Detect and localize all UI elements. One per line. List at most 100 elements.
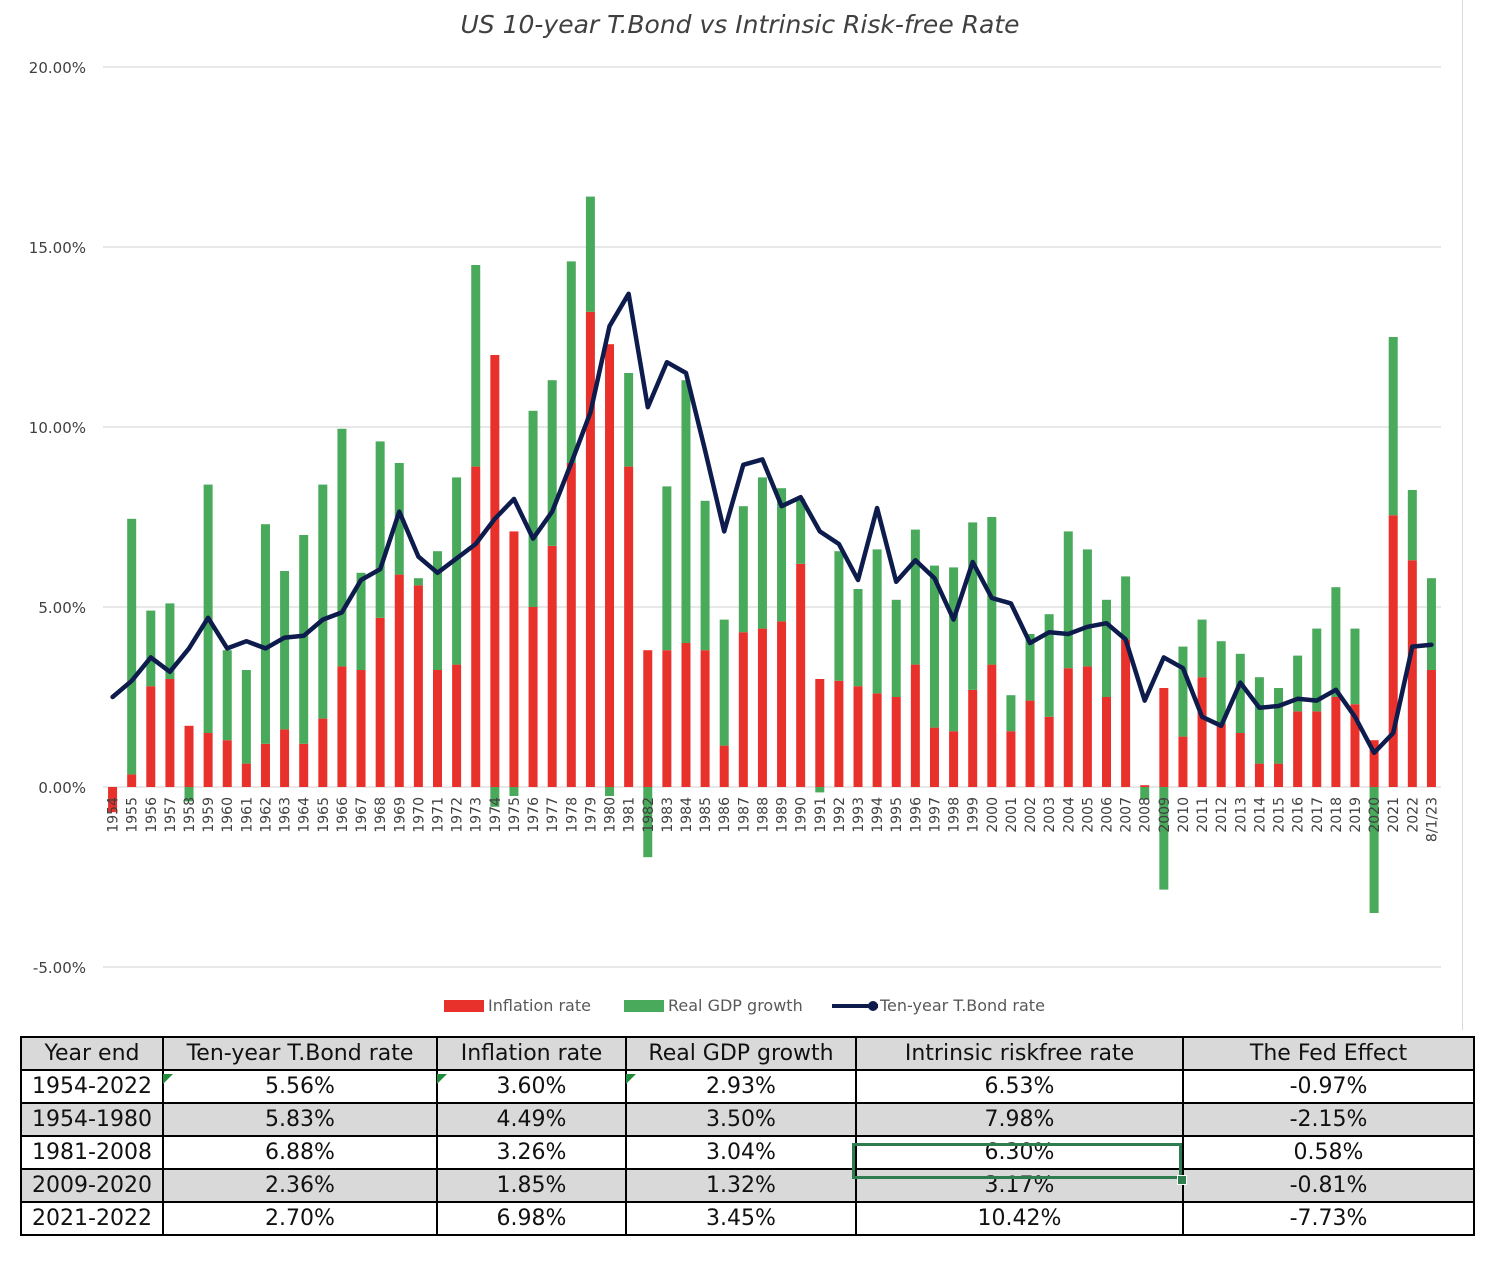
- x-tick-label: 1970: [411, 797, 427, 833]
- comment-marker-icon: [437, 1074, 447, 1084]
- table-row: 2009-2020 2.36% 1.85% 1.32% 3.17% -0.81%: [20, 1168, 1475, 1203]
- x-tick-label: 2008: [1138, 797, 1154, 833]
- bar-inflation: [471, 466, 481, 787]
- bar-inflation: [337, 666, 347, 787]
- table-cell[interactable]: 1.85%: [436, 1168, 627, 1203]
- table-cell[interactable]: 5.56%: [162, 1069, 438, 1104]
- x-tick-label: 1984: [679, 797, 695, 833]
- table-cell[interactable]: 3.04%: [625, 1135, 857, 1170]
- bar-gdp: [1369, 787, 1379, 913]
- bar-inflation: [1044, 716, 1054, 787]
- header-year-end[interactable]: Year end: [20, 1036, 164, 1071]
- x-tick-label: 1958: [182, 797, 198, 833]
- table-cell[interactable]: 5.83%: [162, 1102, 438, 1137]
- table-cell[interactable]: 0.58%: [1182, 1135, 1475, 1170]
- x-tick-label: 1974: [488, 797, 504, 833]
- table-cell[interactable]: 1954-2022: [20, 1069, 164, 1104]
- table-cell[interactable]: 3.50%: [625, 1102, 857, 1137]
- table-cell[interactable]: 6.98%: [436, 1201, 627, 1236]
- x-tick-label: 1971: [431, 797, 447, 833]
- x-tick-label: 1954: [106, 797, 122, 833]
- x-tick-label: 1979: [583, 797, 599, 833]
- x-tick-label: 1986: [717, 797, 733, 833]
- table-cell[interactable]: 1.32%: [625, 1168, 857, 1203]
- table-cell[interactable]: 3.17%: [855, 1168, 1184, 1203]
- bar-gdp: [1140, 787, 1150, 800]
- x-tick-label: 1990: [794, 797, 810, 833]
- x-tick-label: 1977: [545, 797, 561, 833]
- bar-gdp: [1063, 531, 1073, 669]
- bar-gdp: [585, 196, 595, 312]
- bar-inflation: [356, 670, 366, 787]
- header-fed-effect[interactable]: The Fed Effect: [1182, 1036, 1475, 1071]
- bar-gdp: [1254, 677, 1264, 764]
- bar-gdp: [318, 484, 328, 719]
- x-tick-label: 8/1/23: [1424, 797, 1440, 842]
- table-cell[interactable]: -0.97%: [1182, 1069, 1475, 1104]
- bar-inflation: [1426, 670, 1436, 787]
- x-tick-label: 2018: [1329, 797, 1345, 833]
- bar-gdp: [1121, 576, 1131, 640]
- bar-inflation: [643, 650, 653, 787]
- table-cell[interactable]: -7.73%: [1182, 1201, 1475, 1236]
- header-tbond-rate[interactable]: Ten-year T.Bond rate: [162, 1036, 438, 1071]
- bar-gdp: [757, 477, 767, 629]
- x-tick-label: 2019: [1348, 797, 1364, 833]
- chart: US 10-year T.Bond vs Intrinsic Risk-free…: [29, 10, 1441, 977]
- table-cell[interactable]: 2009-2020: [20, 1168, 164, 1203]
- x-tick-label: 1989: [775, 797, 791, 833]
- table-cell[interactable]: -0.81%: [1182, 1168, 1475, 1203]
- table-cell[interactable]: 4.49%: [436, 1102, 627, 1137]
- bar-gdp: [1102, 599, 1111, 697]
- x-tick-label: 1964: [297, 797, 313, 833]
- x-tick-label: 1975: [507, 797, 523, 833]
- table-cell[interactable]: 10.42%: [855, 1201, 1184, 1236]
- bar-inflation: [872, 693, 882, 787]
- bar-inflation: [1025, 700, 1035, 787]
- bar-inflation: [1235, 733, 1245, 787]
- table-cell[interactable]: 2.93%: [625, 1069, 857, 1104]
- bar-gdp: [1426, 578, 1436, 670]
- bar-inflation: [929, 727, 939, 787]
- table-cell[interactable]: 1981-2008: [20, 1135, 164, 1170]
- x-tick-label: 2013: [1233, 797, 1249, 833]
- bar-gdp: [834, 551, 844, 681]
- header-real-gdp-growth[interactable]: Real GDP growth: [625, 1036, 857, 1071]
- bar-gdp: [222, 650, 232, 741]
- bar-inflation: [815, 679, 825, 787]
- table-cell[interactable]: 6.53%: [855, 1069, 1184, 1104]
- fill-handle[interactable]: [1177, 1175, 1187, 1185]
- header-intrinsic-riskfree-rate[interactable]: Intrinsic riskfree rate: [855, 1036, 1184, 1071]
- bar-gdp: [891, 599, 901, 697]
- table-cell[interactable]: 6.30%: [855, 1135, 1184, 1170]
- bar-inflation: [1178, 736, 1188, 787]
- bar-gdp: [241, 670, 251, 764]
- x-tick-label: 1969: [392, 797, 408, 833]
- bar-gdp: [1293, 655, 1303, 712]
- table-cell[interactable]: 3.26%: [436, 1135, 627, 1170]
- bar-gdp: [624, 373, 634, 467]
- table-cell[interactable]: -2.15%: [1182, 1102, 1475, 1137]
- table-cell[interactable]: 3.60%: [436, 1069, 627, 1104]
- x-tick-label: 1980: [603, 797, 619, 833]
- table-cell[interactable]: 1954-1980: [20, 1102, 164, 1137]
- table-cell[interactable]: 2.36%: [162, 1168, 438, 1203]
- bar-gdp: [1159, 787, 1169, 890]
- bar-gdp: [165, 603, 175, 679]
- bar-gdp: [260, 524, 270, 744]
- x-tick-label: 1987: [736, 797, 752, 833]
- header-inflation-rate[interactable]: Inflation rate: [436, 1036, 627, 1071]
- x-tick-label: 1994: [870, 797, 886, 833]
- bar-inflation: [738, 632, 748, 787]
- x-tick-label: 1972: [450, 797, 466, 833]
- table-cell[interactable]: 7.98%: [855, 1102, 1184, 1137]
- bar-gdp: [643, 787, 653, 858]
- y-tick-label: 15.00%: [29, 239, 86, 257]
- table-cell[interactable]: 2021-2022: [20, 1201, 164, 1236]
- legend-item-tbond: Ten-year T.Bond rate: [832, 996, 1045, 1015]
- table-cell[interactable]: 3.45%: [625, 1201, 857, 1236]
- table-cell[interactable]: 2.70%: [162, 1201, 438, 1236]
- table-cell[interactable]: 6.88%: [162, 1135, 438, 1170]
- bar-inflation: [987, 664, 997, 787]
- bar-gdp: [413, 578, 423, 586]
